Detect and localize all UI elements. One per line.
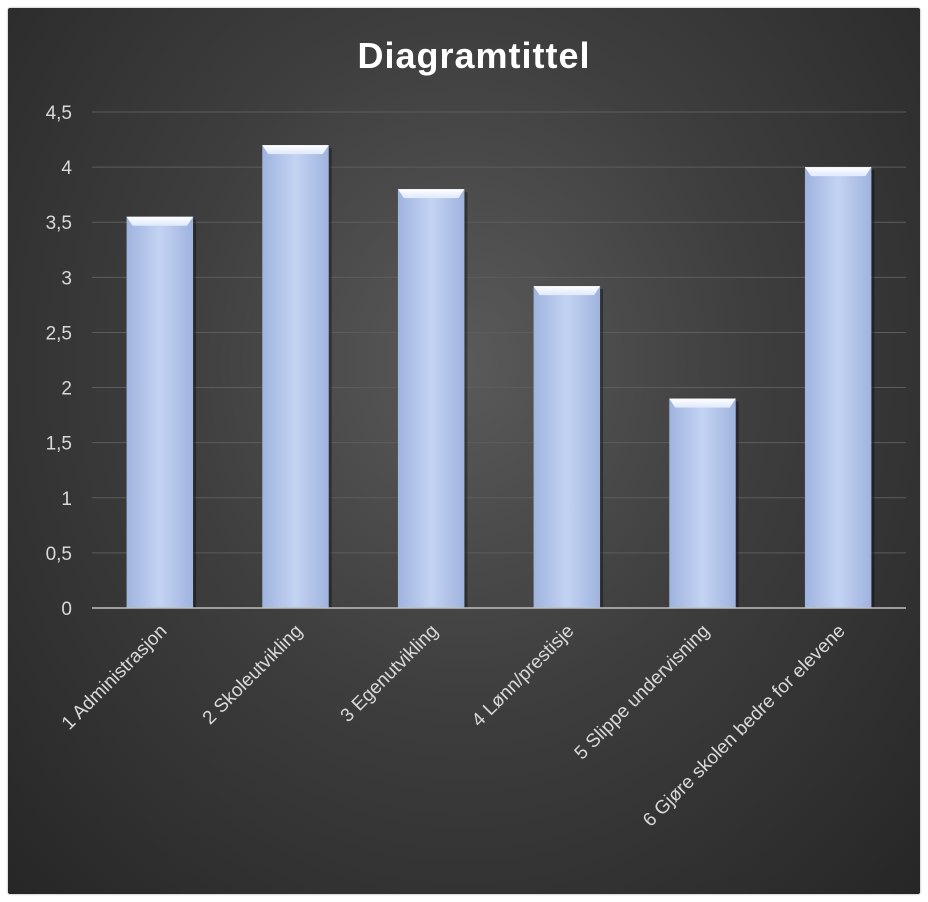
y-tick-label: 2 <box>61 379 72 400</box>
y-axis-ticks: 0 0,5 1 1,5 2 2,5 3 3,5 4 4,5 <box>46 103 73 620</box>
bar-body <box>533 286 601 608</box>
y-tick-label: 4,5 <box>46 103 72 124</box>
y-tick-label: 0,5 <box>46 544 72 565</box>
y-tick-label: 2,5 <box>46 323 72 344</box>
bar-bevel <box>533 286 601 296</box>
bar-bevel <box>397 189 465 199</box>
y-tick-label: 3,5 <box>46 213 72 234</box>
bar-bevel <box>262 145 329 155</box>
bar-bevel <box>669 398 736 408</box>
bar-body <box>262 145 329 609</box>
bar <box>804 167 875 608</box>
y-tick-label: 3 <box>61 268 72 289</box>
bar <box>669 398 739 608</box>
chart-area: Diagramtittel 0 0,5 1 1,5 2 2,5 3 3,5 4 4,5 1 Adm… <box>8 8 920 894</box>
bar-body <box>669 398 736 608</box>
bar <box>262 145 332 609</box>
y-tick-label: 1 <box>61 489 72 510</box>
chart-title: Diagramtittel <box>357 35 590 76</box>
x-tick-label: 2 Skoleutvikling <box>199 621 307 729</box>
x-axis-labels: 1 Administrasjon 2 Skoleutvikling 3 Egenut… <box>58 621 850 832</box>
y-tick-label: 1,5 <box>46 434 72 455</box>
bar-bevel <box>804 167 872 177</box>
bar <box>533 286 604 608</box>
bar <box>126 216 197 608</box>
gridlines <box>92 111 906 554</box>
x-tick-label: 4 Lønn/prestisje <box>468 621 578 731</box>
bars <box>126 145 875 609</box>
x-tick-label: 5 Slippe undervisning <box>571 621 714 764</box>
y-tick-label: 4 <box>61 158 72 179</box>
x-tick-label: 3 Egenutvikling <box>337 621 443 727</box>
bar-chart: Diagramtittel 0 0,5 1 1,5 2 2,5 3 3,5 4 4,5 1 Adm… <box>46 35 906 832</box>
y-tick-label: 0 <box>61 599 72 620</box>
bar <box>397 189 468 608</box>
bar-body <box>126 216 194 608</box>
bar-bevel <box>126 216 194 226</box>
x-tick-label: 1 Administrasjon <box>58 621 171 734</box>
bar-body <box>397 189 465 608</box>
bar-body <box>804 167 872 608</box>
